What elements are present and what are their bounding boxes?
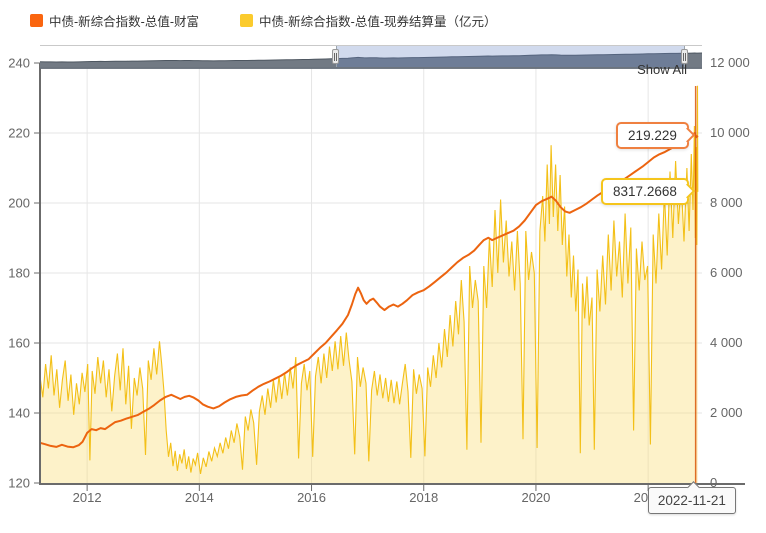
legend-label: 中债-新综合指数-总值-财富 bbox=[49, 15, 199, 29]
svg-text:2014: 2014 bbox=[185, 490, 214, 505]
navigator-selected-range[interactable] bbox=[335, 46, 685, 67]
svg-text:200: 200 bbox=[8, 196, 30, 211]
date-text: 2022-11-21 bbox=[657, 493, 726, 508]
svg-text:2016: 2016 bbox=[297, 490, 326, 505]
svg-text:10 000: 10 000 bbox=[710, 125, 750, 140]
svg-text:6 000: 6 000 bbox=[710, 265, 743, 280]
svg-text:240: 240 bbox=[8, 56, 30, 71]
legend-item-settlement-volume[interactable]: 中债-新综合指数-总值-现券结算量（亿元） bbox=[240, 11, 497, 30]
svg-text:140: 140 bbox=[8, 406, 30, 421]
tooltip-index-value: 219.229 bbox=[616, 121, 689, 149]
legend: 中债-新综合指数-总值-财富 中债-新综合指数-总值-现券结算量（亿元） bbox=[0, 10, 766, 30]
navigator-mini-chart bbox=[40, 52, 702, 69]
svg-text:4 000: 4 000 bbox=[710, 335, 743, 350]
navigator-right-handle[interactable] bbox=[680, 49, 688, 64]
grip-icon bbox=[682, 52, 686, 61]
svg-text:180: 180 bbox=[8, 266, 30, 281]
show-all-button[interactable]: Show All bbox=[637, 62, 687, 77]
svg-text:8 000: 8 000 bbox=[710, 195, 743, 210]
x-axis-date-tooltip: 2022-11-21 bbox=[647, 487, 736, 514]
svg-text:0: 0 bbox=[710, 475, 717, 490]
svg-text:2018: 2018 bbox=[409, 490, 438, 505]
grip-icon bbox=[334, 52, 338, 61]
svg-text:2 000: 2 000 bbox=[710, 405, 743, 420]
tooltip-volume-text: 8317.2668 bbox=[613, 183, 677, 199]
tooltip-index-text: 219.229 bbox=[628, 127, 677, 143]
navigator-left-handle[interactable] bbox=[332, 49, 340, 64]
svg-text:220: 220 bbox=[8, 126, 30, 141]
svg-text:12 000: 12 000 bbox=[710, 55, 750, 70]
range-navigator[interactable] bbox=[40, 45, 702, 69]
svg-text:160: 160 bbox=[8, 336, 30, 351]
tooltip-volume-value: 8317.2668 bbox=[601, 177, 689, 205]
legend-swatch-orange bbox=[30, 14, 43, 27]
legend-label: 中债-新综合指数-总值-现券结算量（亿元） bbox=[259, 15, 497, 29]
svg-text:120: 120 bbox=[8, 476, 30, 491]
svg-text:2012: 2012 bbox=[73, 490, 102, 505]
svg-text:2020: 2020 bbox=[521, 490, 550, 505]
legend-swatch-yellow bbox=[240, 14, 253, 27]
legend-item-wealth-index[interactable]: 中债-新综合指数-总值-财富 bbox=[30, 11, 199, 30]
